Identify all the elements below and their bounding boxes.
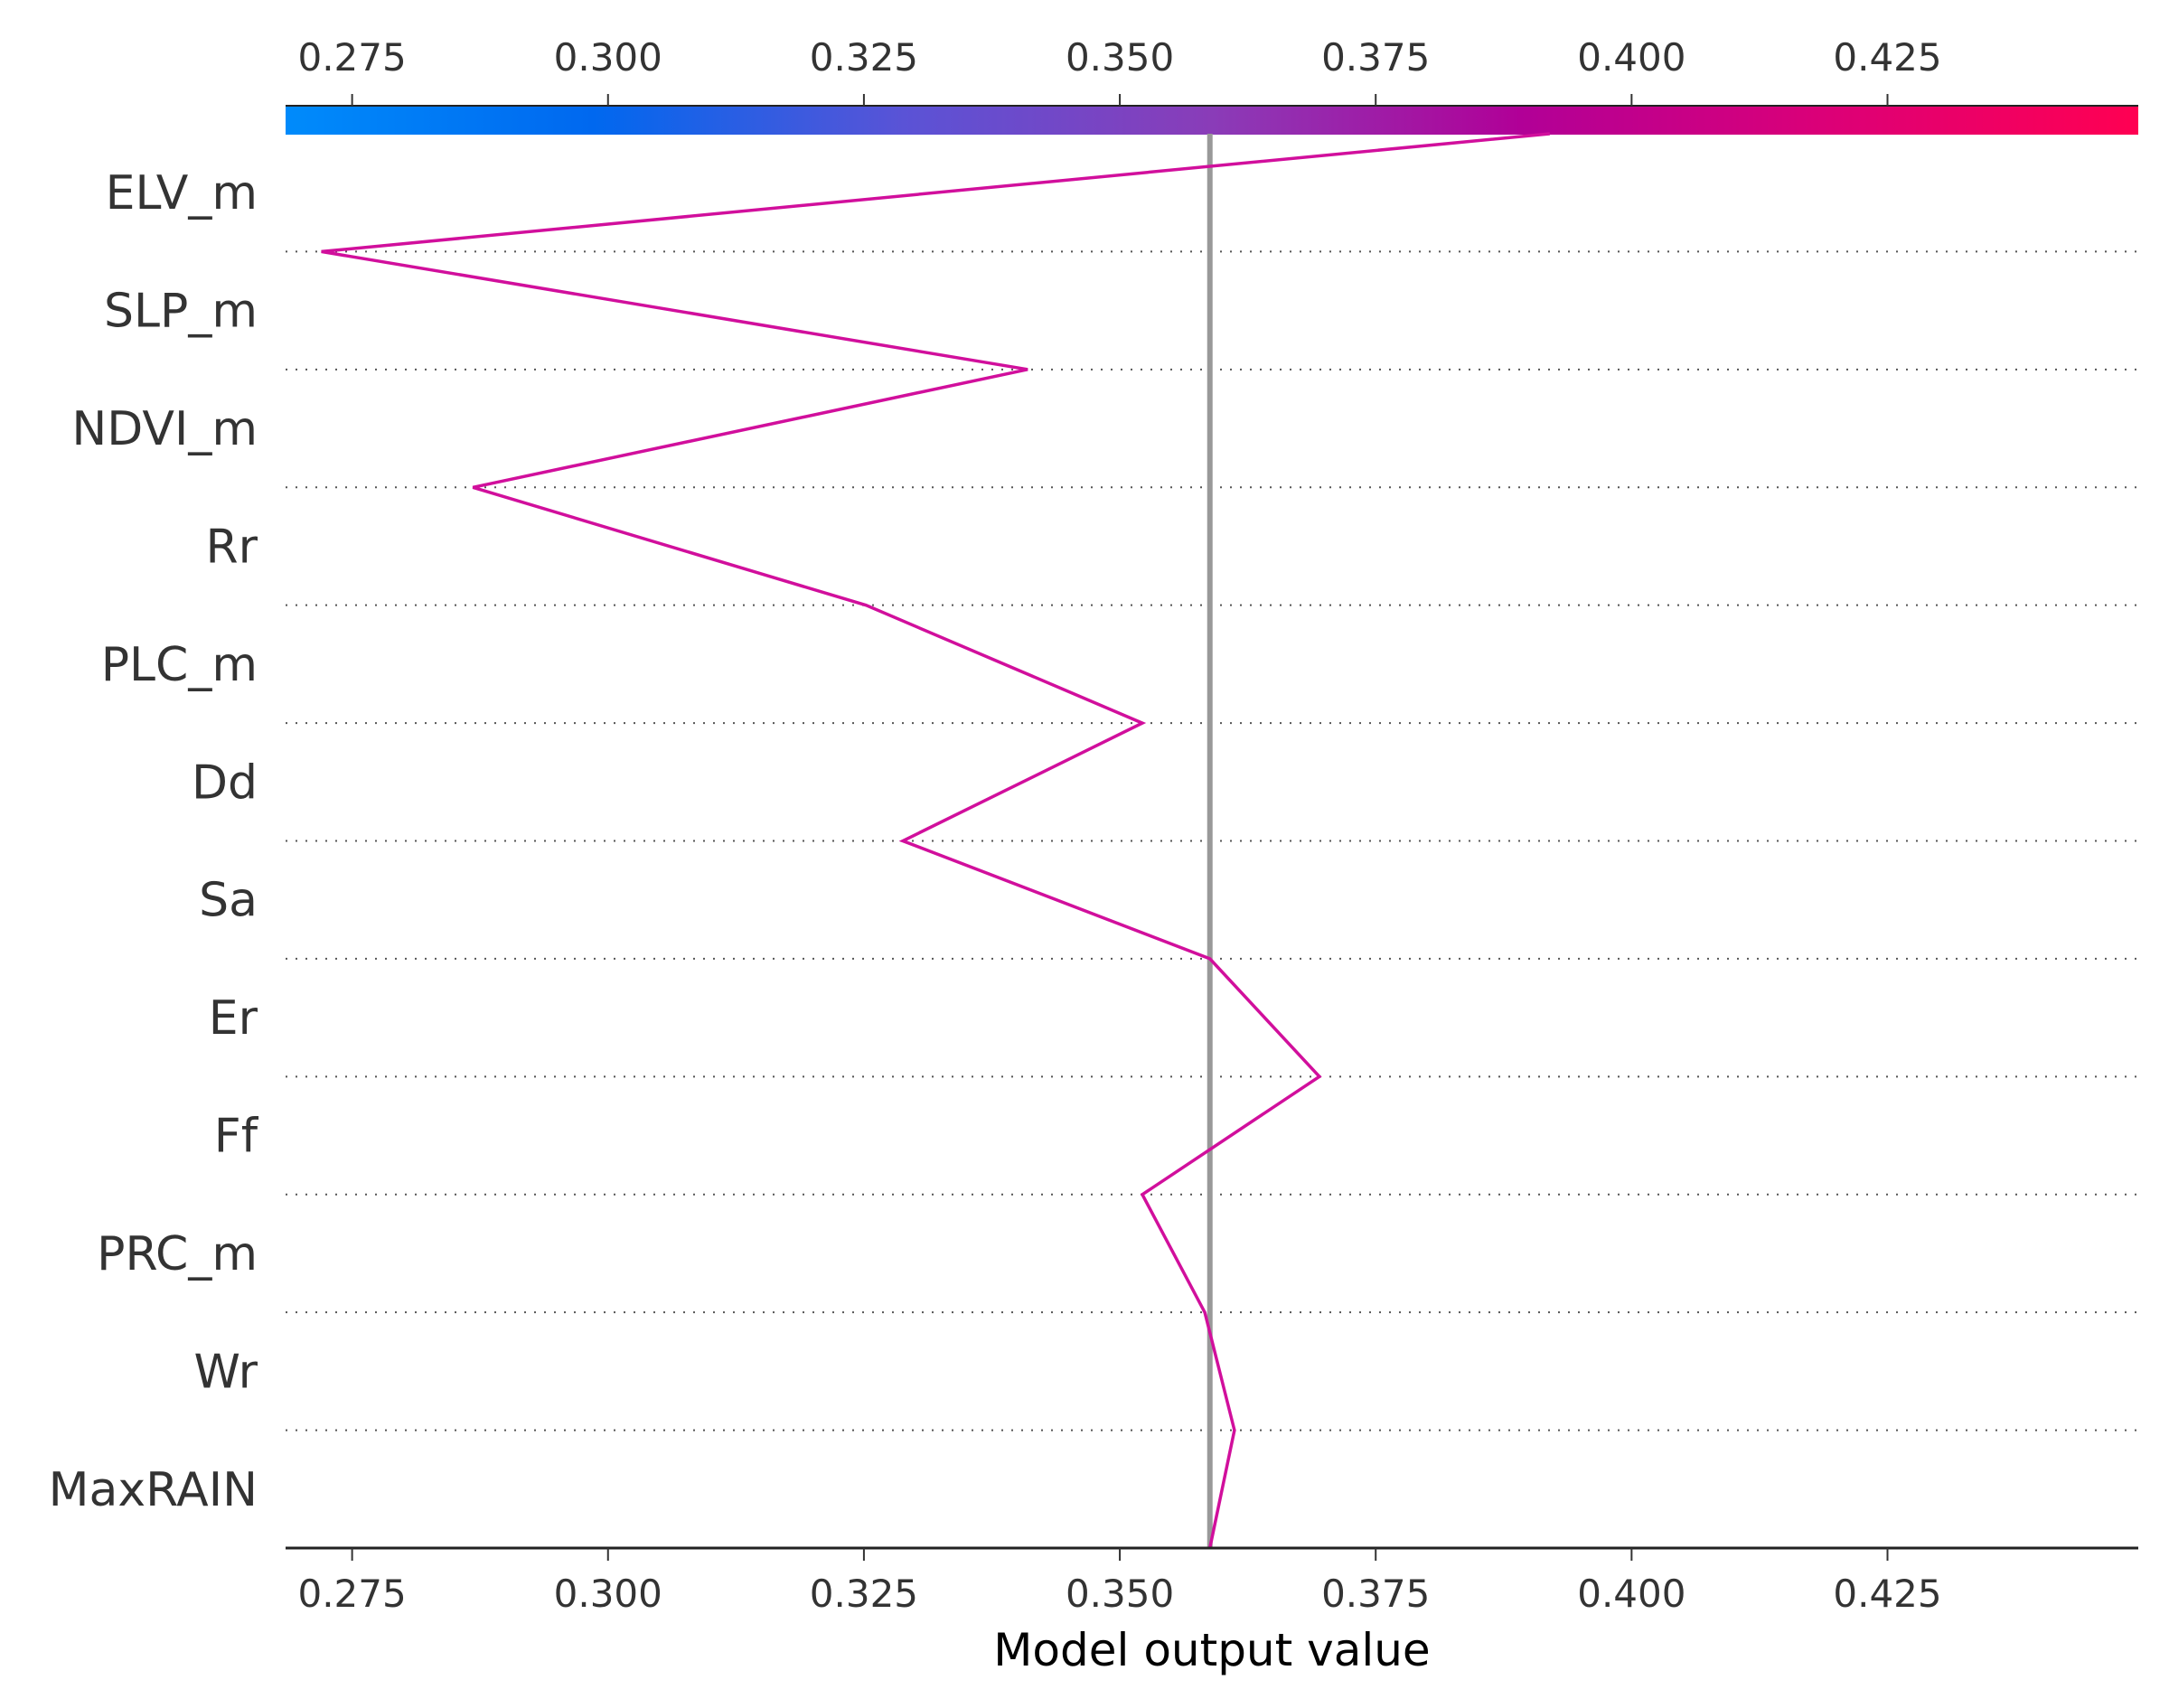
bottom-tick-label: 0.400 [1577, 1572, 1685, 1616]
feature-label-ndvi-m: NDVI_m [71, 402, 258, 456]
top-axis: 0.275 0.300 0.325 0.350 0.375 0.400 0.425 [297, 35, 1942, 106]
feature-label-wr: Wr [194, 1345, 258, 1399]
colorbar [286, 105, 2138, 135]
top-tick-label: 0.350 [1066, 35, 1174, 80]
bottom-tick-label: 0.375 [1321, 1572, 1430, 1616]
top-tick-label: 0.325 [810, 35, 918, 80]
feature-label-plc-m: PLC_m [101, 638, 258, 692]
x-axis-title: Model output value [993, 1624, 1430, 1676]
bottom-axis: 0.275 0.300 0.325 0.350 0.375 0.400 0.425 [286, 1546, 2138, 1616]
top-tick-label: 0.400 [1577, 35, 1685, 80]
feature-label-ff: Ff [214, 1110, 259, 1164]
top-tick-label: 0.425 [1833, 35, 1941, 80]
top-tick-label: 0.275 [297, 35, 406, 80]
bottom-tick-label: 0.300 [554, 1572, 662, 1616]
feature-label-maxrain: MaxRAIN [49, 1463, 258, 1517]
feature-label-elv-m: ELV_m [106, 166, 258, 221]
feature-label-rr: Rr [205, 520, 258, 574]
feature-label-dd: Dd [192, 755, 258, 810]
colorbar-gradient [286, 107, 2138, 135]
bottom-tick-label: 0.325 [810, 1572, 918, 1616]
feature-labels: ELV_m SLP_m NDVI_m Rr PLC_m Dd Sa Er Ff PRC_m Wr Ma… [49, 166, 259, 1517]
bottom-tick-label: 0.350 [1066, 1572, 1174, 1616]
top-tick-label: 0.375 [1321, 35, 1430, 80]
feature-label-sa: Sa [199, 874, 258, 928]
bottom-tick-label: 0.275 [297, 1572, 406, 1616]
feature-label-slp-m: SLP_m [104, 285, 258, 339]
top-tick-label: 0.300 [554, 35, 662, 80]
bottom-tick-label: 0.425 [1833, 1572, 1941, 1616]
feature-label-er: Er [209, 991, 258, 1046]
feature-label-prc-m: PRC_m [97, 1227, 258, 1281]
